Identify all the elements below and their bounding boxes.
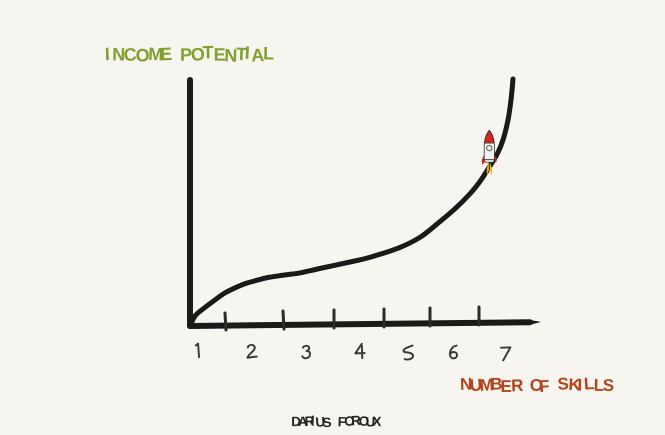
svg-text:I: I <box>244 43 250 63</box>
svg-text:S: S <box>322 415 332 431</box>
svg-text:S: S <box>603 376 615 395</box>
svg-text:T: T <box>202 42 214 62</box>
svg-text:L: L <box>263 43 274 63</box>
svg-text:I: I <box>577 376 582 395</box>
svg-text:R: R <box>511 376 524 395</box>
svg-text:I: I <box>104 44 110 64</box>
svg-text:F: F <box>539 376 551 396</box>
svg-text:E: E <box>160 44 173 65</box>
svg-text:X: X <box>372 414 381 429</box>
